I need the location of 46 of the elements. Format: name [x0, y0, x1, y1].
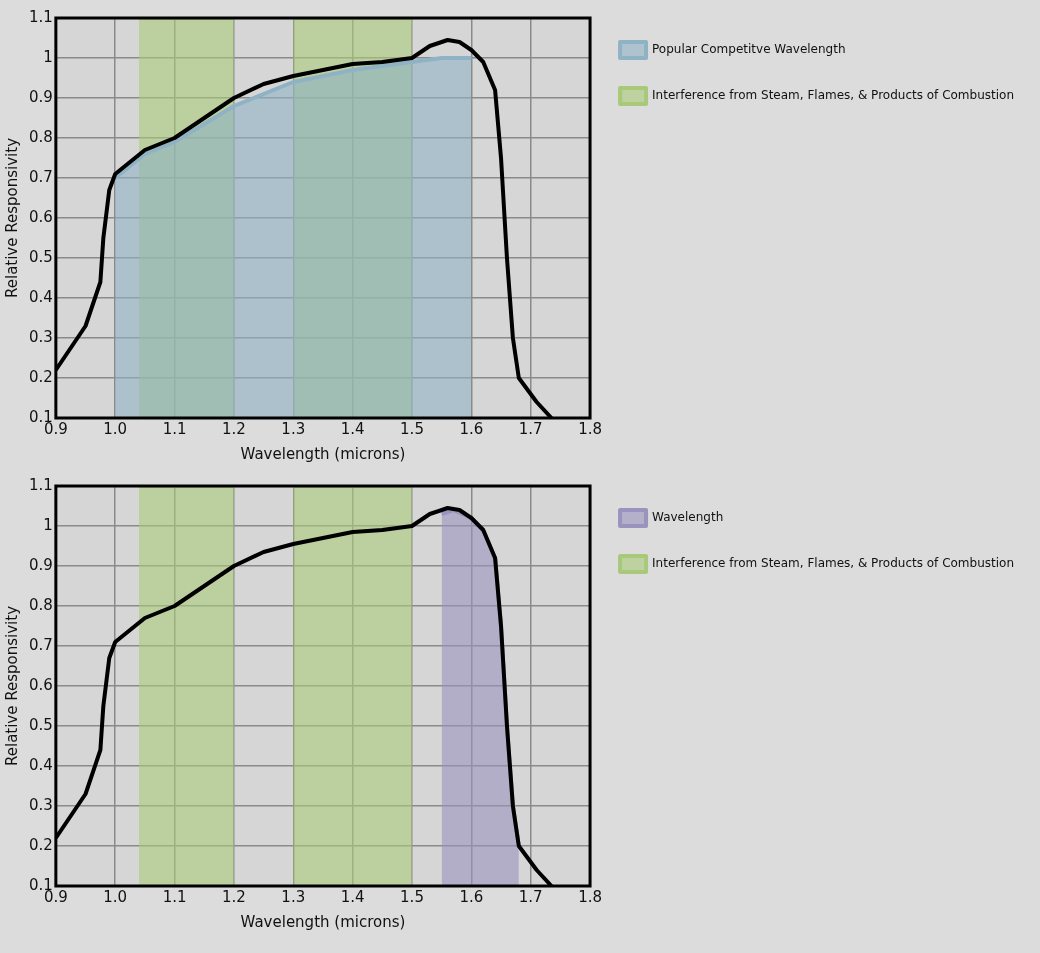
y-tick-label: 0.3: [29, 327, 53, 346]
x-tick-label: 1.2: [221, 887, 246, 906]
y-tick-label: 0.6: [29, 675, 53, 694]
x-tick-label: 1.4: [340, 419, 365, 438]
x-tick-label: 1.3: [281, 887, 306, 906]
y-tick-label: 0.2: [29, 835, 53, 854]
x-tick-label: 1.2: [221, 419, 246, 438]
y-axis-title: Relative Responsivity: [2, 137, 21, 299]
x-tick-label: 1.0: [103, 419, 128, 438]
x-tick-label: 1.1: [162, 887, 187, 906]
y-tick-label: 0.7: [29, 635, 53, 654]
x-axis-title: Wavelength (microns): [240, 912, 406, 931]
x-tick-label: 1.1: [162, 419, 187, 438]
legend-label: Wavelength: [652, 510, 724, 525]
legend-label: Interference from Steam, Flames, & Products of Combustion: [652, 556, 1015, 571]
y-tick-label: 0.5: [29, 715, 53, 734]
y-axis-title: Relative Responsivity: [2, 605, 21, 767]
y-tick-label: 0.8: [29, 595, 53, 614]
legend-label: Interference from Steam, Flames, & Products of Combustion: [652, 88, 1015, 103]
x-tick-label: 1.7: [518, 887, 543, 906]
x-tick-label: 1.3: [281, 419, 306, 438]
x-tick-label: 1.5: [400, 887, 424, 906]
y-tick-label: 0.4: [29, 287, 53, 306]
y-tick-label: 0.3: [29, 795, 53, 814]
x-tick-label: 1.4: [340, 887, 365, 906]
y-tick-label: 0.8: [29, 127, 53, 146]
y-tick-label: 0.5: [29, 247, 53, 266]
x-axis-title: Wavelength (microns): [240, 444, 406, 463]
x-tick-label: 1.5: [400, 419, 424, 438]
x-tick-label: 1.8: [578, 419, 602, 438]
x-tick-label: 1.7: [518, 419, 543, 438]
y-tick-label: 0.4: [29, 755, 53, 774]
y-tick-label: 0.2: [29, 367, 53, 386]
legend-label: Popular Competitve Wavelength: [652, 42, 846, 57]
y-tick-label: 0.6: [29, 207, 53, 226]
x-tick-label: 1.0: [103, 887, 128, 906]
y-tick-label: 1: [43, 515, 53, 534]
x-tick-label: 1.8: [578, 887, 602, 906]
y-tick-label: 1.1: [29, 475, 53, 494]
y-tick-label: 1: [43, 47, 53, 66]
y-tick-label: 0.7: [29, 167, 53, 186]
x-tick-label: 1.6: [459, 887, 484, 906]
x-tick-label: 1.6: [459, 419, 484, 438]
y-tick-label: 1.1: [29, 7, 53, 26]
y-tick-label: 0.9: [29, 87, 53, 106]
y-tick-label: 0.9: [29, 555, 53, 574]
